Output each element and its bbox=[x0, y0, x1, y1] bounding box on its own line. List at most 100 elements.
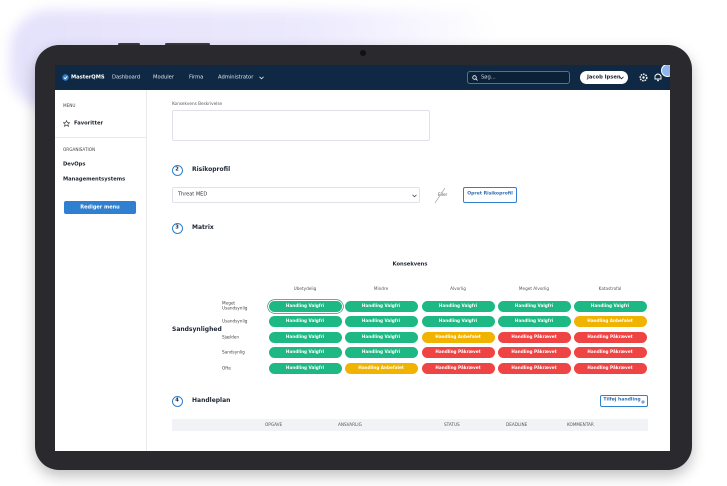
risk-cell[interactable]: Handling Påkrævet bbox=[573, 331, 647, 343]
risk-cell[interactable]: Handling Valgfri bbox=[497, 300, 571, 312]
plus-icon bbox=[641, 399, 645, 404]
avatar[interactable] bbox=[661, 65, 670, 77]
cell-label: Handling Valgfri bbox=[438, 317, 478, 323]
cell-label: Handling Valgfri bbox=[514, 317, 554, 323]
chevron bbox=[619, 76, 624, 80]
cell-label: Handling Påkrævet bbox=[587, 333, 633, 339]
cell-label: Handling Valgfri bbox=[285, 333, 325, 339]
table-column-header: KOMMENTAR bbox=[567, 421, 594, 427]
cell-label: Handling Påkrævet bbox=[511, 348, 557, 354]
search-icon bbox=[472, 75, 478, 81]
divider bbox=[55, 137, 146, 138]
column-header: Ubetydelig bbox=[293, 285, 317, 291]
user-name: Jacob Ipsen bbox=[587, 73, 621, 80]
table-column-header: OPGAVE bbox=[265, 421, 283, 427]
hardware-button bbox=[118, 43, 140, 46]
settings-icon[interactable] bbox=[639, 73, 648, 82]
cell-label: Handling Anbefalet bbox=[587, 317, 633, 323]
cell-label: Handling Valgfri bbox=[361, 317, 401, 323]
risk-cell[interactable]: Handling Anbefalet bbox=[421, 331, 495, 343]
risk-cell[interactable]: Handling Anbefalet bbox=[573, 315, 647, 327]
row-header: Usandsynlig bbox=[222, 318, 248, 324]
button-label: Opret Risikoprofil bbox=[467, 191, 513, 197]
button-label: Rediger menu bbox=[80, 204, 120, 210]
org-heading: ORGANISATION bbox=[63, 146, 96, 152]
slash bbox=[434, 187, 446, 204]
cell-label: Handling Valgfri bbox=[514, 302, 554, 308]
row-axis-title: Sandsynlighed bbox=[172, 326, 222, 333]
edit-menu-button[interactable]: Rediger menu bbox=[64, 201, 136, 214]
risk-cell[interactable]: Handling Valgfri bbox=[344, 331, 418, 343]
risk-cell[interactable]: Handling Påkrævet bbox=[573, 362, 647, 374]
sidebar: MENU Favoritter ORGANISATION DevOps Mana… bbox=[55, 90, 147, 451]
risk-cell[interactable]: Handling Påkrævet bbox=[421, 346, 495, 358]
risk-cell[interactable]: Handling Valgfri bbox=[268, 331, 342, 343]
brand[interactable]: MasterQMS bbox=[71, 73, 105, 80]
cell-label: Handling Påkrævet bbox=[511, 333, 557, 339]
notification-icon[interactable] bbox=[654, 72, 662, 82]
row-header: Meget Usandsynlig bbox=[222, 300, 248, 311]
risk-cell[interactable]: Handling Valgfri bbox=[268, 315, 342, 327]
field-label: Konsekvens Beskrivelse bbox=[172, 100, 223, 106]
section-number: 2 bbox=[171, 164, 183, 176]
search-placeholder: Søg... bbox=[481, 74, 496, 81]
row-header: Sjælden bbox=[222, 334, 239, 340]
risk-cell[interactable]: Handling Anbefalet bbox=[344, 362, 418, 374]
cell-label: Handling Valgfri bbox=[361, 348, 401, 354]
column-header: Meget Alvorlig bbox=[518, 285, 550, 291]
risk-cell[interactable]: Handling Valgfri bbox=[268, 300, 342, 312]
or-text: Eller bbox=[438, 191, 448, 197]
description-textarea[interactable] bbox=[172, 110, 430, 141]
risk-cell[interactable]: Handling Valgfri bbox=[344, 346, 418, 358]
nav-link[interactable]: Administrator bbox=[218, 73, 254, 80]
favorites-link[interactable]: Favoritter bbox=[74, 119, 104, 126]
risk-profile-select[interactable]: Threat MED bbox=[172, 187, 420, 203]
camera bbox=[360, 50, 366, 56]
nav-link[interactable]: Firma bbox=[189, 73, 204, 80]
star-icon bbox=[63, 120, 70, 127]
hardware-button bbox=[165, 43, 210, 46]
risk-cell[interactable]: Handling Valgfri bbox=[268, 362, 342, 374]
risk-cell[interactable]: Handling Valgfri bbox=[344, 300, 418, 312]
risk-cell[interactable]: Handling Påkrævet bbox=[497, 331, 571, 343]
table-column-header: STATUS bbox=[444, 421, 460, 427]
column-axis-title: Konsekvens bbox=[392, 261, 428, 268]
risk-cell[interactable]: Handling Valgfri bbox=[268, 346, 342, 358]
table-header bbox=[172, 419, 648, 431]
section-title: Handleplan bbox=[192, 397, 231, 404]
cell-label: Handling Påkrævet bbox=[587, 364, 633, 370]
nav-link[interactable]: Moduler bbox=[153, 73, 174, 80]
risk-cell[interactable]: Handling Valgfri bbox=[497, 315, 571, 327]
search-box[interactable]: Søg... bbox=[467, 71, 570, 84]
risk-cell[interactable]: Handling Påkrævet bbox=[573, 346, 647, 358]
section-number: 4 bbox=[171, 395, 183, 407]
cell-label: Handling Valgfri bbox=[590, 302, 630, 308]
section-title: Risikoprofil bbox=[192, 166, 231, 173]
section-title: Matrix bbox=[192, 224, 214, 231]
menu-heading: MENU bbox=[63, 102, 76, 108]
risk-cell[interactable]: Handling Påkrævet bbox=[497, 346, 571, 358]
user-menu[interactable]: Jacob Ipsen bbox=[580, 71, 628, 84]
add-action-button[interactable]: Tilføj handling bbox=[600, 395, 648, 407]
risk-cell[interactable]: Handling Valgfri bbox=[344, 315, 418, 327]
cell-label: Handling Valgfri bbox=[361, 333, 401, 339]
risk-cell[interactable]: Handling Påkrævet bbox=[421, 362, 495, 374]
cell-label: Handling Påkrævet bbox=[511, 364, 557, 370]
section-number-text: 4 bbox=[175, 397, 179, 404]
cell-label: Handling Anbefalet bbox=[435, 333, 481, 339]
risk-cell[interactable]: Handling Påkrævet bbox=[497, 362, 571, 374]
org-link[interactable]: Managementsystems bbox=[63, 176, 126, 183]
create-profile-button[interactable]: Opret Risikoprofil bbox=[463, 187, 517, 203]
risk-cell[interactable]: Handling Valgfri bbox=[573, 300, 647, 312]
row-header: Ofte bbox=[222, 365, 231, 371]
cell-label: Handling Påkrævet bbox=[435, 348, 481, 354]
cell-label: Handling Valgfri bbox=[285, 364, 325, 370]
cell-label: Handling Påkrævet bbox=[435, 364, 481, 370]
risk-cell[interactable]: Handling Valgfri bbox=[421, 315, 495, 327]
risk-cell[interactable]: Handling Valgfri bbox=[421, 300, 495, 312]
column-header: Mindre bbox=[373, 285, 389, 291]
cell-label: Handling Anbefalet bbox=[358, 364, 404, 370]
nav-link[interactable]: Dashboard bbox=[112, 73, 141, 80]
org-link[interactable]: DevOps bbox=[63, 161, 86, 168]
